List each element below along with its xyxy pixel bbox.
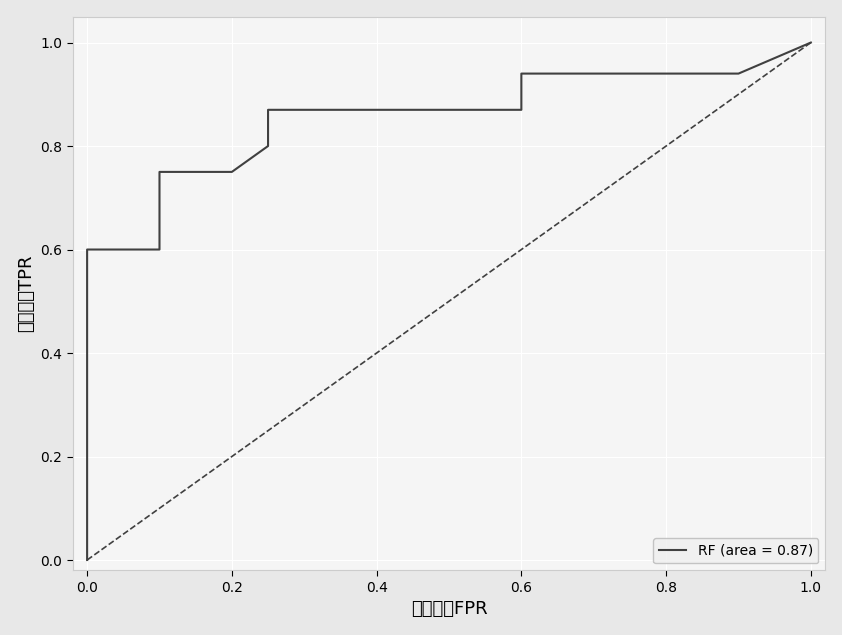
Line: RF (area = 0.87): RF (area = 0.87): [87, 43, 811, 560]
RF (area = 0.87): [154, 246, 164, 253]
Y-axis label: 真阳性率TPR: 真阳性率TPR: [17, 255, 35, 332]
RF (area = 0.87): [263, 142, 273, 150]
RF (area = 0.87): [733, 70, 743, 77]
RF (area = 0.87): [806, 39, 816, 46]
RF (area = 0.87): [226, 168, 237, 176]
RF (area = 0.87): [82, 489, 92, 497]
RF (area = 0.87): [82, 556, 92, 564]
RF (area = 0.87): [263, 106, 273, 114]
Legend: RF (area = 0.87): RF (area = 0.87): [653, 538, 818, 563]
X-axis label: 假阳性率FPR: 假阳性率FPR: [411, 600, 488, 618]
RF (area = 0.87): [154, 168, 164, 176]
RF (area = 0.87): [516, 70, 526, 77]
RF (area = 0.87): [516, 106, 526, 114]
RF (area = 0.87): [371, 106, 381, 114]
RF (area = 0.87): [82, 246, 92, 253]
